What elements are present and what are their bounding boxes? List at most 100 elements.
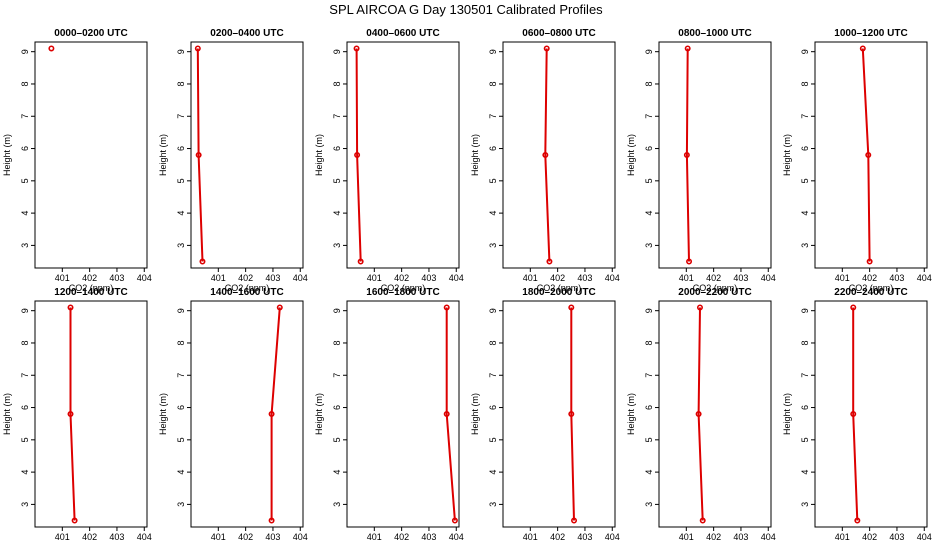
y-tick-label: 6: [332, 405, 342, 410]
y-tick-label: 9: [332, 49, 342, 54]
x-tick-label: 404: [449, 532, 464, 540]
panel-frame: [502, 41, 616, 269]
x-tick-label: 402: [238, 273, 253, 283]
panel-frame: [34, 41, 148, 269]
x-tick-label: 401: [211, 273, 226, 283]
x-tick-label: 403: [889, 532, 904, 540]
profile-point: [850, 304, 857, 311]
x-tick-label: 404: [917, 273, 932, 283]
x-tick-label: 404: [137, 532, 152, 540]
panel-title: 1600–1800 UTC: [366, 287, 439, 298]
panel-title: 1800–2000 UTC: [522, 287, 595, 298]
x-tick-label: 403: [109, 532, 124, 540]
x-tick-label: 402: [82, 273, 97, 283]
x-tick-label: 404: [761, 532, 776, 540]
profile-point: [684, 45, 691, 52]
y-tick-label: 3: [800, 243, 810, 248]
y-tick-label: 8: [800, 340, 810, 345]
panel-frame: [814, 41, 928, 269]
x-tick-label: 401: [523, 273, 538, 283]
y-tick-label: 3: [488, 502, 498, 507]
profile-line: [445, 307, 456, 521]
y-tick-label: 8: [800, 81, 810, 86]
y-tick-label: 5: [332, 178, 342, 183]
y-tick-label: 8: [20, 340, 30, 345]
y-tick-label: 3: [20, 502, 30, 507]
profile-point: [195, 152, 202, 159]
y-tick-label: 6: [176, 146, 186, 151]
y-axis-label: Height (m): [782, 393, 792, 435]
profile-line: [69, 307, 76, 521]
y-tick-label: 4: [644, 211, 654, 216]
profile-point: [268, 517, 275, 524]
profile-panel: 1000–1200 UTC 401 402 403 404 3 4 5 6 7 8 9 CO2 (ppm…: [782, 28, 932, 293]
y-tick-label: 6: [800, 146, 810, 151]
y-tick-label: 4: [644, 470, 654, 475]
x-tick-label: 404: [761, 273, 776, 283]
profile-point: [194, 45, 201, 52]
profile-line: [697, 307, 704, 521]
y-tick-label: 9: [20, 49, 30, 54]
panel-title: 0800–1000 UTC: [678, 28, 751, 39]
y-tick-label: 5: [332, 437, 342, 442]
panel-title: 0600–0800 UTC: [522, 28, 595, 39]
y-tick-label: 4: [176, 470, 186, 475]
y-axis-label: Height (m): [2, 134, 12, 176]
profile-panel: 0600–0800 UTC 401 402 403 404 3 4 5 6 7 8 9 CO2 (ppm…: [470, 28, 620, 293]
y-tick-label: 3: [176, 502, 186, 507]
y-tick-label: 9: [20, 308, 30, 313]
y-tick-label: 3: [800, 502, 810, 507]
profile-point: [276, 304, 283, 311]
y-tick-label: 9: [800, 49, 810, 54]
panel-title: 0400–0600 UTC: [366, 28, 439, 39]
profile-point: [268, 410, 275, 417]
profile-point: [67, 410, 74, 417]
x-tick-label: 403: [577, 273, 592, 283]
profile-point: [696, 304, 703, 311]
y-tick-label: 8: [488, 81, 498, 86]
profile-point: [568, 410, 575, 417]
y-tick-label: 7: [644, 373, 654, 378]
y-tick-label: 6: [332, 146, 342, 151]
y-tick-label: 9: [488, 308, 498, 313]
y-tick-label: 5: [176, 178, 186, 183]
y-tick-label: 7: [20, 114, 30, 119]
x-tick-label: 402: [82, 532, 97, 540]
panel-title: 0200–0400 UTC: [210, 28, 283, 39]
figure-title: SPL AIRCOA G Day 130501 Calibrated Profi…: [329, 2, 603, 17]
panel-frame: [346, 41, 460, 269]
y-axis-label: Height (m): [782, 134, 792, 176]
panel-title: 2200–2400 UTC: [834, 287, 907, 298]
panel-frame: [658, 41, 772, 269]
y-tick-label: 4: [332, 211, 342, 216]
profile-line: [852, 307, 859, 521]
y-tick-label: 4: [800, 470, 810, 475]
y-axis-label: Height (m): [158, 393, 168, 435]
x-tick-label: 402: [706, 532, 721, 540]
x-tick-label: 401: [367, 532, 382, 540]
profile-point: [695, 410, 702, 417]
panel-frame: [190, 300, 304, 528]
y-tick-label: 4: [488, 211, 498, 216]
x-axis-label: CO2 (ppm): [537, 283, 582, 293]
profile-point: [568, 304, 575, 311]
y-tick-label: 4: [488, 470, 498, 475]
y-tick-label: 6: [488, 405, 498, 410]
profile-point: [353, 45, 360, 52]
y-tick-label: 5: [176, 437, 186, 442]
profile-point: [357, 258, 364, 265]
profile-panel: 0400–0600 UTC 401 402 403 404 3 4 5 6 7 8 9 CO2 (ppm…: [314, 28, 464, 293]
x-tick-label: 403: [265, 532, 280, 540]
y-tick-label: 5: [20, 178, 30, 183]
x-tick-label: 403: [265, 273, 280, 283]
x-tick-label: 404: [293, 532, 308, 540]
x-tick-label: 401: [679, 532, 694, 540]
y-tick-label: 4: [176, 211, 186, 216]
panel-frame: [190, 41, 304, 269]
y-tick-label: 5: [488, 437, 498, 442]
y-tick-label: 7: [332, 373, 342, 378]
profile-point: [71, 517, 78, 524]
